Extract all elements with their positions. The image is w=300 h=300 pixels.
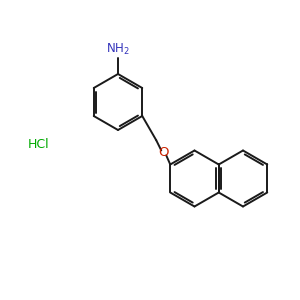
Text: O: O bbox=[158, 146, 169, 159]
Text: NH$_2$: NH$_2$ bbox=[106, 42, 130, 57]
Text: HCl: HCl bbox=[28, 139, 50, 152]
